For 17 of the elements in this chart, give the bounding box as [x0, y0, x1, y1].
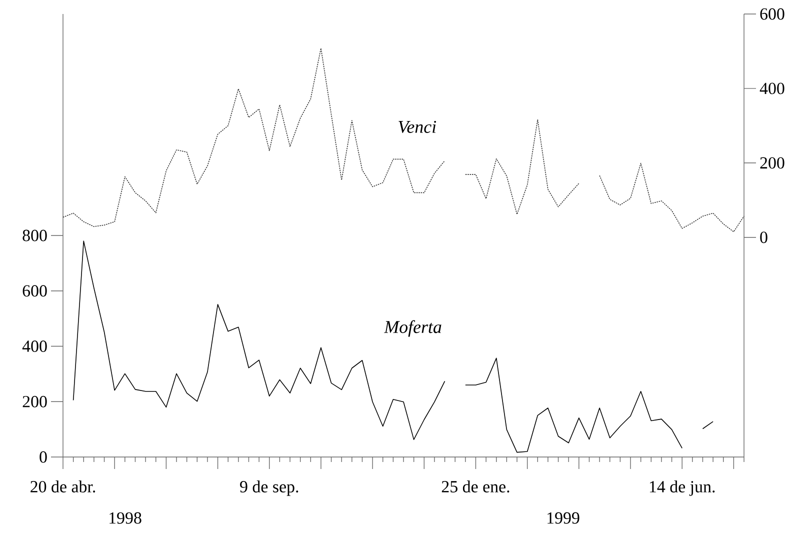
series-label: Venci	[398, 120, 436, 134]
y2-tick-label: 200	[760, 157, 784, 169]
x-tick-label: 20 de abr.	[30, 480, 96, 493]
text: 1999	[548, 512, 580, 524]
y2-tick-label: 0	[760, 232, 768, 244]
y2-tick-label: 600	[760, 8, 784, 20]
y-tick-label: 0	[40, 451, 47, 463]
y-tick-label: 600	[22, 285, 47, 297]
text: 1998	[110, 512, 142, 524]
y-tick-label: 400	[22, 340, 47, 352]
series-label: Moferta	[384, 320, 442, 337]
x-tick-label: 14 de jun.	[650, 480, 715, 496]
y2-tick-label: 400	[760, 82, 784, 94]
x-tick-label: 25 de ene.	[442, 480, 510, 493]
x-tick-label: 9 de sep.	[240, 480, 298, 496]
y-tick-label: 800	[22, 230, 47, 242]
y-tick-label: 200	[22, 396, 47, 408]
